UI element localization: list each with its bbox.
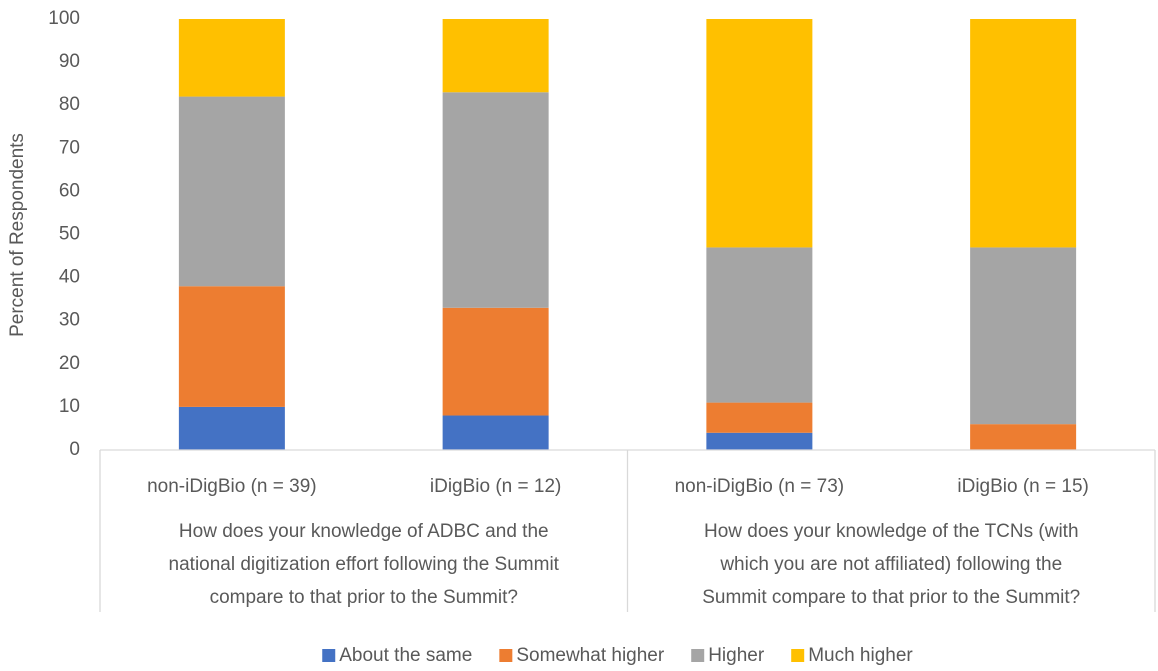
bar-segment bbox=[970, 424, 1077, 450]
y-tick-label: 70 bbox=[59, 137, 80, 158]
y-tick-label: 80 bbox=[59, 94, 80, 115]
y-tick-label: 60 bbox=[59, 180, 80, 201]
x-tick-label: iDigBio (n = 15) bbox=[957, 476, 1088, 497]
group-label: national digitization effort following t… bbox=[169, 554, 560, 575]
bar-segment bbox=[178, 406, 285, 450]
bar-segment bbox=[970, 247, 1077, 425]
legend-swatch bbox=[322, 649, 336, 662]
y-tick-label: 0 bbox=[69, 439, 80, 460]
legend-label: Higher bbox=[708, 645, 765, 666]
group-label: Summit compare to that prior to the Summ… bbox=[702, 587, 1080, 608]
bar-segment bbox=[442, 415, 549, 450]
x-tick-label: iDigBio (n = 12) bbox=[430, 476, 561, 497]
y-tick-label: 50 bbox=[59, 224, 80, 245]
y-tick-label: 40 bbox=[59, 267, 80, 288]
x-tick-label: non-iDigBio (n = 73) bbox=[675, 476, 845, 497]
y-tick-label: 100 bbox=[48, 8, 80, 29]
bar-segment bbox=[706, 432, 813, 450]
legend-label: Somewhat higher bbox=[516, 645, 665, 666]
bar-segment bbox=[178, 96, 285, 287]
bar-segment bbox=[706, 402, 813, 433]
bar-segment bbox=[706, 19, 813, 248]
y-tick-label: 90 bbox=[59, 51, 80, 72]
group-label: How does your knowledge of the TCNs (wit… bbox=[704, 521, 1079, 542]
bar-segment bbox=[442, 92, 549, 308]
legend-swatch bbox=[499, 649, 513, 662]
legend-swatch bbox=[691, 649, 705, 662]
bar-segment bbox=[442, 19, 549, 93]
bar-segment bbox=[178, 19, 285, 97]
bar-segment bbox=[970, 19, 1077, 248]
y-tick-label: 10 bbox=[59, 396, 80, 417]
bar-segment bbox=[442, 307, 549, 416]
x-tick-label: non-iDigBio (n = 39) bbox=[147, 476, 317, 497]
y-tick-label: 30 bbox=[59, 310, 80, 331]
y-tick-label: 20 bbox=[59, 353, 80, 374]
group-label: which you are not affiliated) following … bbox=[719, 554, 1062, 575]
bar-segment bbox=[178, 286, 285, 407]
group-label: compare to that prior to the Summit? bbox=[210, 587, 518, 608]
group-label: How does your knowledge of ADBC and the bbox=[179, 521, 549, 542]
bar-segment bbox=[706, 247, 813, 403]
y-axis-label: Percent of Respondents bbox=[7, 133, 28, 337]
legend-label: Much higher bbox=[808, 645, 913, 666]
legend-label: About the same bbox=[339, 645, 472, 666]
legend-swatch bbox=[791, 649, 805, 662]
